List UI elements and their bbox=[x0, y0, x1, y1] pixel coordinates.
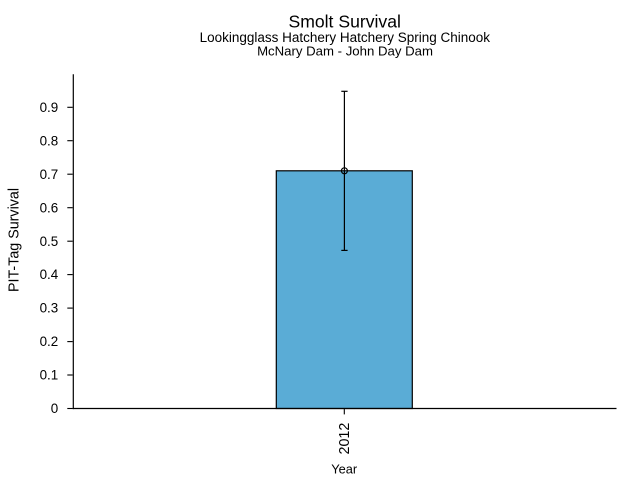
svg-text:0.1: 0.1 bbox=[40, 368, 59, 383]
svg-text:0.4: 0.4 bbox=[40, 267, 59, 282]
svg-text:Lookingglass Hatchery Hatchery: Lookingglass Hatchery Hatchery Spring Ch… bbox=[200, 30, 491, 45]
svg-text:0.5: 0.5 bbox=[40, 234, 59, 249]
svg-text:Smolt Survival: Smolt Survival bbox=[288, 12, 400, 32]
svg-text:0.7: 0.7 bbox=[40, 167, 59, 182]
svg-text:0: 0 bbox=[51, 401, 58, 416]
svg-text:0.9: 0.9 bbox=[40, 100, 59, 115]
svg-text:0.2: 0.2 bbox=[40, 334, 59, 349]
svg-text:2012: 2012 bbox=[337, 423, 353, 455]
svg-text:PIT-Tag Survival: PIT-Tag Survival bbox=[6, 188, 22, 292]
svg-text:0.3: 0.3 bbox=[40, 301, 59, 316]
svg-text:Year: Year bbox=[331, 462, 358, 477]
svg-text:0.6: 0.6 bbox=[40, 200, 59, 215]
svg-text:McNary Dam - John Day Dam: McNary Dam - John Day Dam bbox=[257, 44, 433, 59]
svg-text:0.8: 0.8 bbox=[40, 133, 59, 148]
